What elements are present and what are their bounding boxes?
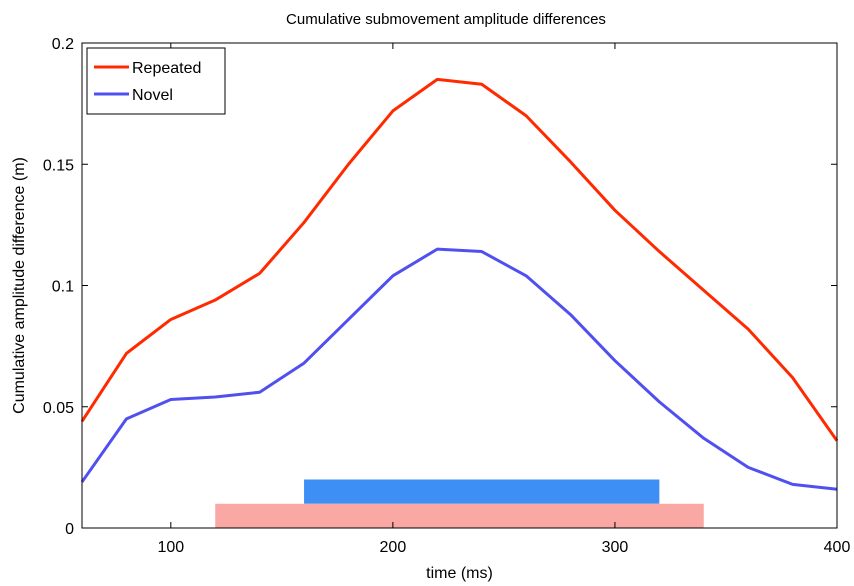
x-tick-label: 200 — [380, 539, 407, 556]
plot-area-frame — [81, 42, 838, 529]
y-tick-label: 0 — [65, 521, 74, 538]
y-tick-label: 0.05 — [43, 400, 74, 417]
x-tick-label: 300 — [602, 539, 629, 556]
x-tick-label: 400 — [824, 539, 851, 556]
legend: Repeated Novel — [86, 47, 226, 115]
axis-ticks: 100 200 300 400 0 0.05 0.1 0.15 0.2 — [43, 36, 851, 556]
significance-bars — [215, 479, 704, 528]
y-tick-label: 0.15 — [43, 157, 74, 174]
series-line-repeated — [80, 77, 839, 442]
legend-label-repeated: Repeated — [132, 60, 201, 77]
y-axis-label: Cumulative amplitude difference (m) — [11, 157, 28, 414]
series-lines — [80, 77, 839, 491]
y-tick-label: 0.2 — [52, 36, 74, 53]
x-tick-label: 100 — [157, 539, 184, 556]
legend-box — [86, 47, 226, 115]
y-tick-label: 0.1 — [52, 279, 74, 296]
significance-bar-repeated — [215, 503, 704, 528]
legend-label-novel: Novel — [132, 87, 173, 104]
x-axis-label: time (ms) — [426, 565, 493, 582]
chart-title: Cumulative submovement amplitude differe… — [286, 11, 606, 28]
significance-bar-novel — [304, 479, 660, 504]
series-line-novel — [80, 247, 838, 491]
